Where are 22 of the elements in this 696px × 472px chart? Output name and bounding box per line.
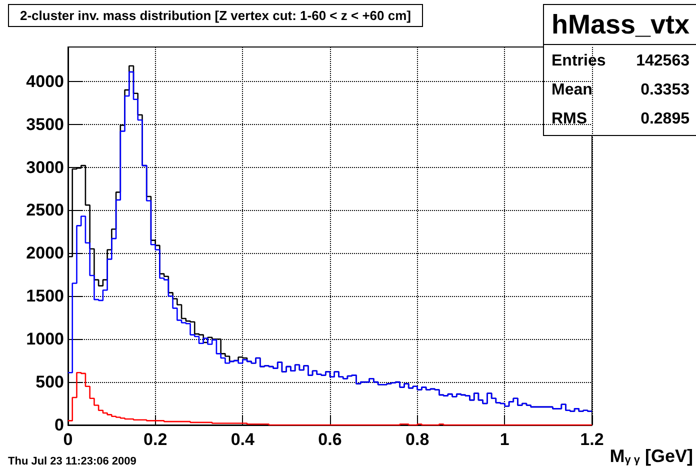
text: Thu Jul 23 11:23:06 2009 — [8, 456, 136, 468]
y-tick-label: 0 — [54, 416, 64, 434]
text: hMass_vtx — [551, 10, 690, 40]
x-tick-label: 1 — [500, 430, 510, 449]
y-tick-label: 2000 — [26, 244, 64, 263]
x-tick-label: 0.4 — [230, 430, 256, 449]
chart-title: 2-cluster inv. mass distribution [Z vertex cut: 1-60 < z < +60 cm] — [20, 8, 411, 23]
y-tick-label: 3500 — [26, 114, 64, 134]
text: Mean 0.3353 — [552, 82, 690, 98]
x-tick-label: 0.6 — [318, 430, 342, 449]
x-axis-title: Mγ γ [GeV] — [610, 446, 694, 466]
y-tick-label: 3000 — [26, 158, 64, 177]
text: Entries 142563 — [552, 52, 690, 70]
text: RMS 0.2895 — [552, 110, 690, 128]
y-tick-label: 1000 — [26, 330, 64, 349]
x-tick-label: 1.2 — [580, 430, 604, 449]
x-tick-label: 0.8 — [406, 430, 430, 449]
y-tick-label: 1500 — [26, 286, 64, 306]
y-tick-label: 500 — [36, 372, 64, 392]
y-tick-label: 4000 — [26, 72, 64, 91]
y-tick-label: 2500 — [26, 200, 64, 220]
x-tick-label: 0.2 — [144, 430, 168, 449]
